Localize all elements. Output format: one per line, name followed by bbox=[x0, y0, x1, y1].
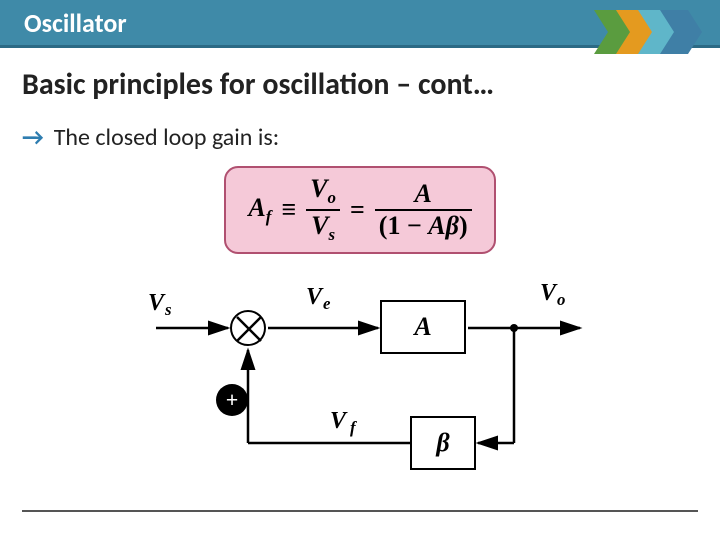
eq-lhs: Af bbox=[248, 193, 271, 227]
content-region: Basic principles for oscillation – cont…… bbox=[0, 48, 720, 508]
footer-rule bbox=[22, 510, 698, 512]
plus-sign-icon: + bbox=[216, 384, 248, 416]
gain-block-A: A bbox=[380, 300, 466, 354]
summing-junction-icon bbox=[230, 310, 266, 346]
label-Vf: Vf bbox=[330, 408, 356, 435]
main-heading: Basic principles for oscillation – cont… bbox=[22, 66, 698, 103]
eq-equals: = bbox=[350, 195, 365, 225]
arrow-bullet-icon: → bbox=[22, 123, 44, 152]
equation-box: Af ≡ Vo Vs = A (1 − Aβ) bbox=[224, 166, 495, 254]
feedback-block-beta: β bbox=[410, 416, 476, 470]
eq-frac2: A (1 − Aβ) bbox=[375, 181, 472, 239]
header-title: Oscillator bbox=[24, 7, 127, 39]
label-Vo: Vo bbox=[540, 280, 565, 307]
block-diagram-container: A β + Vs Ve Vo Vf bbox=[22, 280, 698, 490]
equation-container: Af ≡ Vo Vs = A (1 − Aβ) bbox=[22, 166, 698, 254]
bullet-text: The closed loop gain is: bbox=[54, 123, 279, 152]
label-Vs: Vs bbox=[148, 290, 172, 317]
chevron-icon bbox=[588, 6, 708, 58]
eq-frac1: Vo Vs bbox=[306, 176, 340, 244]
eq-equiv: ≡ bbox=[281, 195, 296, 225]
header-bar: Oscillator bbox=[0, 0, 720, 48]
diagram-lines bbox=[120, 280, 600, 490]
block-diagram: A β + Vs Ve Vo Vf bbox=[120, 280, 600, 490]
label-Ve: Ve bbox=[306, 284, 330, 311]
bullet-line: → The closed loop gain is: bbox=[22, 123, 698, 152]
header-chevrons bbox=[588, 4, 708, 60]
